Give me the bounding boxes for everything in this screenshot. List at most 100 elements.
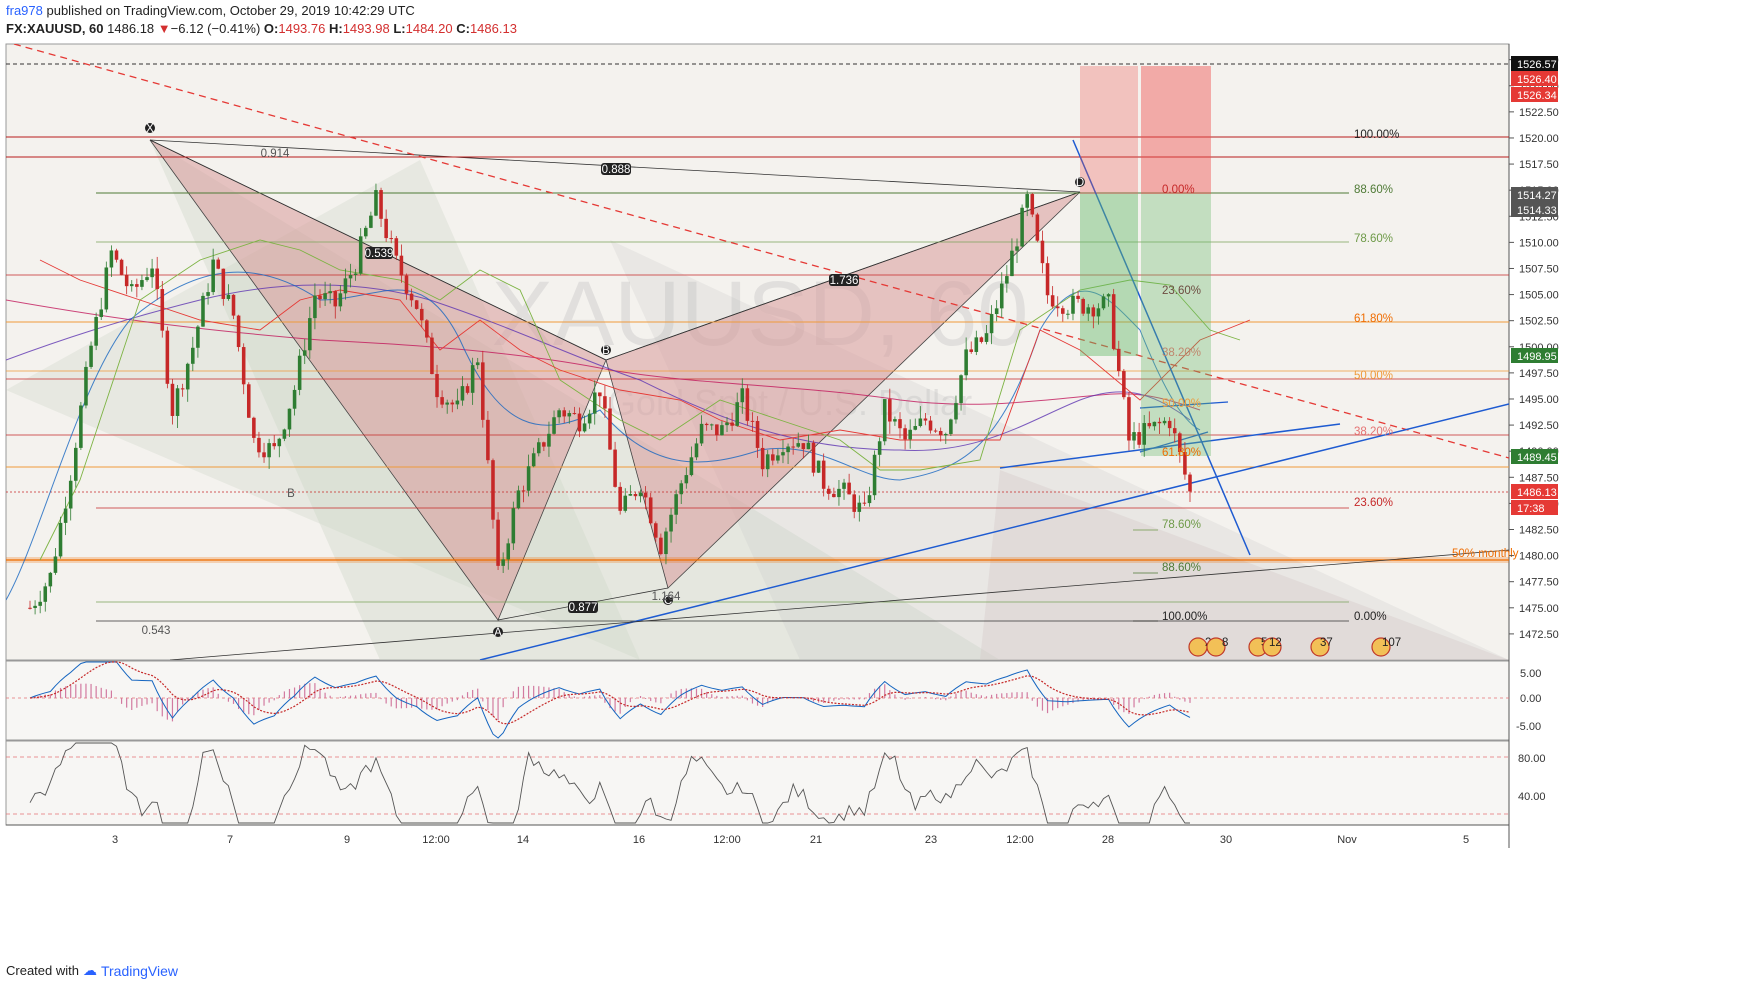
candle-body: [969, 349, 974, 352]
macd-tick-3: -5.00: [1516, 721, 1541, 733]
candle-body: [1005, 276, 1009, 284]
candle-body: [160, 289, 165, 331]
candle-body: [699, 423, 704, 444]
fib-mid-50: 50.00%: [1162, 398, 1201, 410]
candle-body: [435, 374, 439, 398]
event-badge-icon[interactable]: [1206, 637, 1226, 657]
price-tag-label: 1526.40: [1517, 74, 1557, 86]
candle-body: [623, 495, 628, 511]
event-badge-icon[interactable]: [1310, 637, 1330, 657]
candle-body: [292, 389, 297, 409]
triangle-top: [1139, 401, 1229, 409]
candle-body: [358, 236, 363, 274]
price-tick-label: 1507.50: [1519, 263, 1559, 275]
price-axis-bg[interactable]: [1509, 44, 1755, 825]
fib-mid-labels: 0.00% 23.60% 38.20% 50.00% 61.80% 78.60%…: [1133, 184, 1519, 623]
price-tick-label: 1475.00: [1519, 603, 1559, 615]
candle-body: [765, 454, 770, 470]
candle-body: [196, 326, 200, 348]
candle-body: [933, 430, 938, 432]
fib-right-50: 50.00%: [1354, 370, 1393, 382]
down-arrow-icon: ▼: [157, 21, 171, 36]
event-badge-5: 37: [1320, 637, 1333, 649]
candle-body: [913, 426, 918, 430]
candle-body: [63, 508, 68, 523]
stop-zone-1: [1080, 66, 1138, 194]
price-tag-bg: [1511, 484, 1558, 499]
candle-body: [430, 337, 434, 375]
price-chart[interactable]: XAUUSD, 60 Gold Spot / U.S. Dollar: [0, 42, 1755, 960]
target-zone-1: [1080, 194, 1138, 356]
price-tick-label: 1472.50: [1519, 629, 1559, 641]
price-tag-label: 1498.95: [1517, 351, 1557, 363]
time-tick-label: 23: [925, 834, 937, 846]
candle-body: [119, 259, 124, 275]
fib-right-786: 78.60%: [1354, 233, 1393, 245]
symbol-legend: FX:XAUUSD, 60 1486.18 ▼−6.12 (−0.41%) O:…: [6, 21, 517, 36]
candle-body: [862, 502, 867, 504]
price-tag-bg: [1511, 348, 1558, 363]
candle-body: [129, 284, 134, 287]
candle-body: [1111, 294, 1116, 349]
candle-body: [821, 460, 826, 489]
candle-body: [109, 250, 114, 268]
low-label: L:: [393, 21, 406, 36]
candle-body: [562, 410, 566, 417]
candle-body: [928, 420, 933, 431]
candle-body: [465, 386, 470, 393]
time-axis[interactable]: 3 7 9 12:00 14 16 12:00 21 23 12:00 28 30 Nov 5: [112, 834, 1469, 846]
time-tick-label: 28: [1102, 834, 1114, 846]
tradingview-brand[interactable]: TradingView: [100, 962, 179, 979]
candle-body: [750, 420, 755, 422]
price-tick-label: 1495.00: [1519, 394, 1559, 406]
candle-body: [704, 423, 709, 426]
trendline-blue-steep: [1072, 139, 1251, 556]
candle-body: [302, 350, 307, 356]
fib-right-886: 88.60%: [1354, 184, 1393, 196]
candle-body: [328, 291, 332, 294]
price-tag-label: 1489.45: [1517, 452, 1557, 464]
candle-body: [364, 227, 368, 237]
event-badge-icon[interactable]: [1371, 637, 1391, 657]
price-tick-label: 1492.50: [1519, 420, 1559, 432]
candle-body: [923, 418, 928, 421]
candle-body: [297, 355, 302, 390]
price-tag-bg: [1511, 202, 1558, 217]
event-badge-icon[interactable]: [1262, 637, 1282, 657]
candle-body: [1061, 308, 1065, 314]
ratio-xd: 0.888: [602, 164, 631, 176]
candle-body: [450, 402, 455, 405]
candle-body: [282, 429, 287, 439]
time-tick-label: 7: [227, 834, 233, 846]
time-tick-label: 14: [517, 834, 529, 846]
fib-right-236: 23.60%: [1354, 497, 1393, 509]
candle-body: [1010, 250, 1014, 277]
candle-body: [954, 403, 958, 420]
event-badges[interactable]: 2 8 5 12 37 107: [1188, 637, 1401, 657]
candle-body: [486, 419, 490, 461]
candle-body: [53, 556, 58, 573]
price-tick-label: 1517.50: [1519, 159, 1559, 171]
candle-body: [1076, 295, 1080, 299]
price-tag-label: 1486.13: [1517, 487, 1557, 499]
price-tag-bg: [1511, 500, 1558, 515]
candle-body: [740, 388, 745, 403]
candle-body: [1172, 428, 1177, 434]
trendline-blue-long: [479, 403, 1509, 660]
rsi-tick-1: 80.00: [1518, 753, 1546, 765]
candle-body: [776, 455, 780, 461]
author-link[interactable]: fra978: [6, 3, 43, 18]
candle-body: [470, 365, 475, 393]
candle-body: [236, 315, 241, 348]
price-tick-label: 1487.50: [1519, 472, 1559, 484]
candle-body: [786, 446, 790, 453]
candle-body: [374, 190, 378, 216]
candle-body: [1081, 298, 1085, 314]
candles: [28, 183, 1192, 615]
candle-body: [709, 424, 714, 426]
candle-body: [903, 428, 907, 440]
event-badge-4: 12: [1269, 637, 1282, 649]
time-tick-label: Nov: [1337, 834, 1357, 846]
candle-body: [536, 442, 541, 454]
time-tick-label: 21: [810, 834, 822, 846]
